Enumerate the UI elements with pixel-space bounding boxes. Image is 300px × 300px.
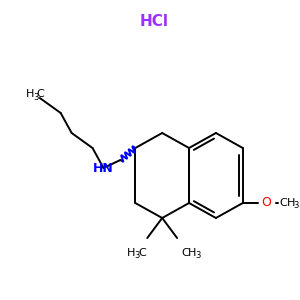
Text: H: H — [26, 89, 34, 99]
Text: 3: 3 — [195, 251, 200, 260]
Text: 3: 3 — [134, 251, 140, 260]
Text: H: H — [188, 248, 196, 258]
Text: C: C — [138, 248, 146, 258]
Text: C: C — [37, 89, 45, 99]
Text: 3: 3 — [293, 202, 299, 211]
Text: C: C — [280, 198, 287, 208]
Text: H: H — [128, 248, 136, 258]
Text: HN: HN — [93, 161, 114, 175]
Text: 3: 3 — [33, 92, 38, 101]
Text: C: C — [181, 248, 189, 258]
Text: H: H — [286, 198, 295, 208]
Text: O: O — [262, 196, 272, 209]
Text: HCl: HCl — [140, 14, 169, 29]
